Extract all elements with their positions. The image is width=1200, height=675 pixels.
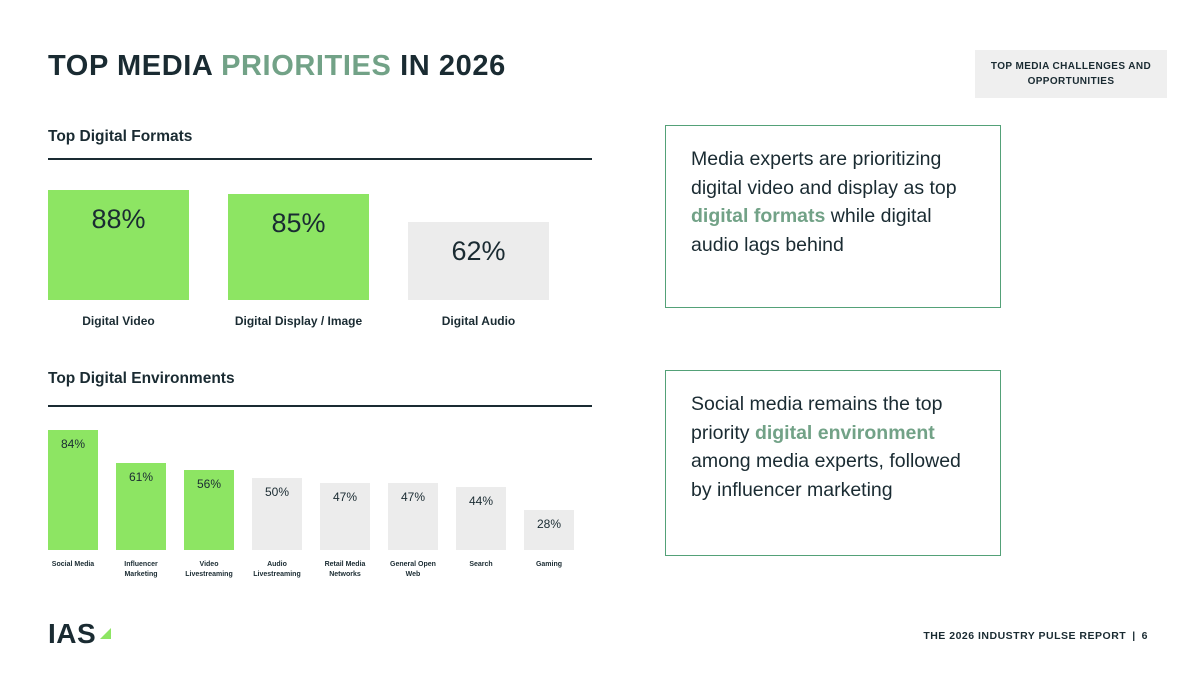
- callout-environments: Social media remains the top priority di…: [665, 370, 1001, 556]
- ias-logo-mark-icon: [98, 614, 112, 646]
- bar-category-label: Audio Livestreaming: [253, 561, 301, 579]
- bar-category-label: Video Livestreaming: [185, 561, 233, 579]
- page-title-part1: TOP MEDIA: [48, 50, 222, 82]
- bar-general-open-web: 47%: [388, 483, 438, 550]
- footer-page-number: 6: [1141, 630, 1148, 642]
- bar-category-label: Influencer Marketing: [124, 561, 158, 579]
- bar-category-label: Gaming: [535, 561, 563, 568]
- footer-report-info: THE 2026 INDUSTRY PULSE REPORT | 6: [923, 630, 1148, 642]
- callout-formats-text-before: Media experts are prioritizing digital v…: [691, 148, 957, 199]
- formats-bar-chart: 88% Digital Video 85% Digital Display / …: [48, 190, 549, 329]
- bar-value: 61%: [128, 470, 154, 484]
- bar-digital-display: 85%: [228, 194, 369, 300]
- bar-retail-media-networks: 47%: [320, 483, 370, 550]
- callout-environments-text-after: among media experts, followed by influen…: [691, 450, 961, 501]
- bar-column-retail-media-networks: 47% Retail Media Networks: [320, 483, 370, 586]
- section-divider-formats: [48, 158, 592, 160]
- bar-value: 88%: [91, 204, 146, 234]
- bar-column-search: 44% Search: [456, 487, 506, 586]
- bar-digital-video: 88%: [48, 190, 189, 300]
- footer-separator: |: [1132, 630, 1136, 642]
- page-title: TOP MEDIA PRIORITIES IN 2026: [48, 50, 506, 83]
- callout-formats-highlight: digital formats: [691, 205, 826, 228]
- bar-column-digital-audio: 62% Digital Audio: [408, 222, 549, 329]
- page-title-part3: IN 2026: [391, 50, 506, 82]
- bar-column-social-media: 84% Social Media: [48, 430, 98, 586]
- bar-column-digital-video: 88% Digital Video: [48, 190, 189, 329]
- bar-value: 47%: [400, 490, 426, 504]
- bar-column-audio-livestreaming: 50% Audio Livestreaming: [252, 478, 302, 586]
- environments-bar-chart: 84% Social Media 61% Influencer Marketin…: [48, 430, 574, 586]
- bar-value: 44%: [468, 494, 494, 508]
- ias-logo: IAS: [48, 614, 112, 650]
- bar-video-livestreaming: 56%: [184, 470, 234, 550]
- bar-category-label: Digital Display / Image: [234, 314, 363, 328]
- bar-audio-livestreaming: 50%: [252, 478, 302, 550]
- bar-value: 84%: [60, 437, 86, 451]
- bar-column-general-open-web: 47% General Open Web: [388, 483, 438, 586]
- bar-value: 85%: [271, 208, 326, 238]
- bar-column-video-livestreaming: 56% Video Livestreaming: [184, 470, 234, 586]
- challenges-opportunities-button[interactable]: TOP MEDIA CHALLENGES AND OPPORTUNITIES: [975, 50, 1167, 98]
- section-title-environments: Top Digital Environments: [48, 370, 235, 387]
- callout-formats: Media experts are prioritizing digital v…: [665, 125, 1001, 308]
- bar-value: 50%: [264, 485, 290, 499]
- bar-category-label: Digital Audio: [441, 314, 516, 328]
- callout-environments-highlight: digital environment: [754, 421, 935, 444]
- bar-value: 47%: [332, 490, 358, 504]
- page-title-part2: PRIORITIES: [221, 50, 392, 82]
- bar-category-label: Retail Media Networks: [324, 561, 366, 579]
- bar-social-media: 84%: [48, 430, 98, 550]
- ias-logo-text: IAS: [48, 618, 97, 649]
- bar-value: 28%: [536, 517, 562, 531]
- bar-category-label: Search: [469, 561, 493, 568]
- bar-influencer-marketing: 61%: [116, 463, 166, 550]
- bar-digital-audio: 62%: [408, 222, 549, 300]
- bar-column-digital-display: 85% Digital Display / Image: [228, 194, 369, 329]
- bar-category-label: Social Media: [51, 561, 95, 568]
- callout-environments-text-before: Social media remains the top priority: [691, 393, 943, 444]
- section-title-formats: Top Digital Formats: [48, 128, 193, 145]
- section-divider-environments: [48, 405, 592, 407]
- bar-column-influencer-marketing: 61% Influencer Marketing: [116, 463, 166, 586]
- bar-value: 56%: [196, 477, 222, 491]
- bar-gaming: 28%: [524, 510, 574, 550]
- footer-report-title: THE 2026 INDUSTRY PULSE REPORT: [923, 630, 1127, 642]
- bar-search: 44%: [456, 487, 506, 550]
- bar-category-label: General Open Web: [390, 561, 436, 579]
- bar-category-label: Digital Video: [82, 314, 155, 328]
- bar-column-gaming: 28% Gaming: [524, 510, 574, 586]
- bar-value: 62%: [451, 236, 506, 266]
- callout-formats-text-after: while digital audio lags behind: [691, 205, 932, 256]
